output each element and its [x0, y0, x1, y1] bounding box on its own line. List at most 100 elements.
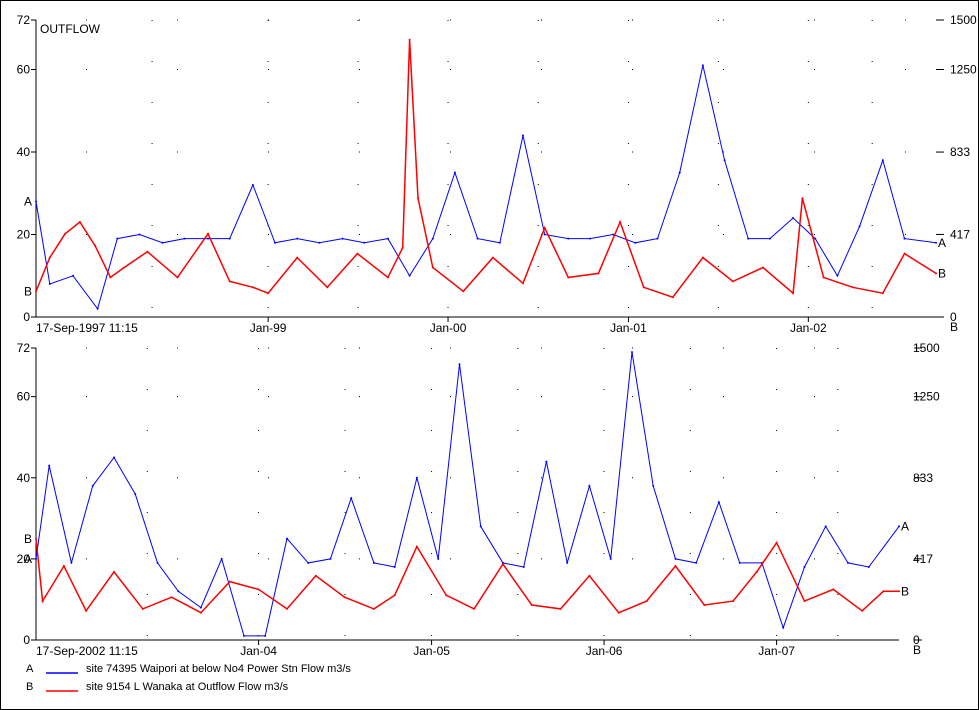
x-tick-label: Jan-07: [758, 644, 795, 658]
series-point-a: [612, 233, 615, 236]
series-point-b: [113, 570, 115, 573]
right-tick-label: 417: [913, 552, 933, 566]
series-point-a: [898, 525, 900, 528]
series-point-a: [134, 493, 137, 495]
series-point-a: [768, 237, 771, 240]
series-point-a: [634, 241, 637, 244]
series-point-b: [832, 588, 835, 591]
series-point-a: [161, 241, 164, 244]
right-tick-label: 417: [950, 227, 970, 241]
series-point-a: [138, 233, 141, 236]
series-point-b: [762, 266, 764, 269]
left-tick-label: 20: [17, 228, 31, 242]
series-point-b: [567, 276, 570, 279]
series-point-a: [72, 274, 74, 277]
series-point-a: [264, 634, 267, 637]
start-date-label: 17-Sep-2002 11:15: [36, 644, 138, 658]
x-tick-label: Jan-04: [240, 644, 277, 658]
series-point-a: [803, 566, 806, 568]
series-point-a: [543, 233, 546, 236]
series-point-b: [543, 226, 546, 229]
chart-panel-2: 0 20 40 60 72 0 417 833 1250 1500 B Jan-04 Jan-05 Jan…: [17, 341, 940, 658]
series-point-a: [393, 566, 396, 568]
series-point-a: [341, 237, 344, 240]
series-point-a: [48, 283, 51, 285]
series-point-b: [530, 604, 533, 606]
series-point-b: [755, 570, 758, 573]
series-marker-right-a: A: [901, 519, 909, 533]
chart-panels: 0 20 40 60 72 0 417 833 1250 1500 B Jan-99 Jan-00 Jan…: [17, 13, 977, 658]
series-point-a: [48, 464, 51, 467]
series-marker-left-b: B: [24, 532, 32, 546]
series-point-b: [491, 256, 494, 259]
chart-panel-1: 0 20 40 60 72 0 417 833 1250 1500 B Jan-99 Jan-00 Jan…: [17, 13, 977, 335]
series-point-b: [792, 292, 795, 295]
series-point-b: [408, 38, 411, 41]
series-point-b: [445, 594, 448, 597]
series-point-b: [401, 246, 404, 249]
series-point-b: [48, 256, 51, 259]
series-point-b: [881, 292, 884, 295]
right-tick-label: 1500: [950, 13, 977, 27]
series-point-a: [35, 200, 37, 203]
series-point-b: [473, 607, 476, 610]
series-point-a: [738, 561, 741, 564]
series-point-a: [609, 557, 612, 560]
x-tick-label: Jan-06: [586, 644, 623, 658]
series-point-a: [678, 171, 681, 174]
series-point-a: [363, 241, 366, 244]
series-point-b: [78, 221, 81, 223]
series-point-b: [703, 604, 706, 606]
series-point-a: [35, 557, 37, 560]
legend: A site 74395 Waipori at below No4 Power …: [26, 663, 351, 693]
series-point-a: [220, 557, 223, 560]
series-point-a: [588, 484, 591, 487]
series-point-b: [462, 290, 465, 293]
left-tick-label: 0: [23, 310, 30, 324]
series-point-b: [588, 574, 591, 577]
right-axis-label: B: [950, 320, 958, 334]
left-tick-label: 60: [17, 63, 31, 77]
series-point-a: [935, 241, 937, 244]
right-tick-label: 833: [913, 471, 933, 485]
series-point-b: [267, 292, 270, 295]
series-point-b: [257, 588, 260, 591]
series-point-a: [183, 237, 186, 240]
series-point-b: [642, 286, 645, 289]
x-tick-label: Jan-02: [790, 321, 827, 335]
series-point-a: [476, 237, 479, 240]
series-point-b: [417, 197, 419, 200]
series-point-b: [645, 600, 648, 603]
series-point-a: [589, 237, 591, 240]
series-point-b: [882, 590, 885, 593]
legend-text-a: site 74395 Waipori at below No4 Power St…: [86, 663, 351, 675]
series-point-a: [91, 484, 94, 487]
series-point-a: [674, 557, 677, 560]
series-point-a: [177, 590, 180, 593]
series-point-a: [792, 217, 795, 219]
series-point-b: [199, 611, 202, 614]
series-point-b: [94, 244, 97, 247]
series-point-a: [207, 237, 209, 240]
series-point-a: [431, 237, 434, 240]
series-point-a: [350, 497, 353, 500]
left-tick-label: 72: [17, 13, 31, 27]
series-point-b: [109, 276, 112, 279]
series-point-b: [286, 607, 288, 610]
series-point-b: [35, 537, 37, 540]
series-point-a: [286, 537, 288, 540]
series-point-a: [824, 525, 827, 528]
series-point-b: [356, 252, 359, 255]
series-point-b: [898, 590, 900, 593]
series-point-b: [617, 611, 620, 614]
series-point-a: [479, 525, 482, 528]
series-point-b: [597, 272, 600, 275]
x-tick-label: Jan-99: [250, 321, 287, 335]
series-line-b: [35, 39, 937, 299]
series-point-a: [717, 501, 720, 504]
series-point-b: [170, 596, 173, 599]
series-point-a: [408, 274, 411, 277]
series-point-a: [903, 237, 906, 240]
